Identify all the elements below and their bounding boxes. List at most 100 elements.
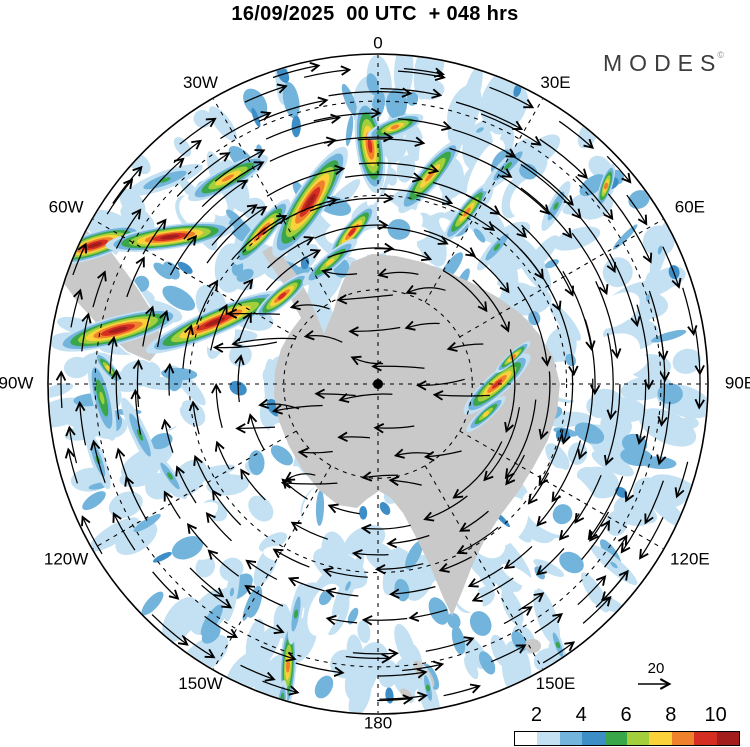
wind-arrow	[69, 451, 78, 484]
pole-dot	[373, 379, 383, 389]
colorbar-segment	[604, 732, 628, 745]
lon-label-60E: 60E	[675, 197, 705, 216]
meridian-line	[212, 465, 332, 671]
page-title: 16/09/2025 00 UTC + 048 hrs	[231, 3, 519, 25]
wind-arrow	[595, 281, 617, 356]
wind-arrow	[137, 362, 138, 407]
wind-arrow	[254, 618, 282, 631]
wind-arrow	[490, 646, 524, 663]
wind-arrow	[576, 474, 602, 521]
wind-arrow	[699, 374, 700, 406]
wind-arrow	[442, 269, 486, 309]
reference-vector: 20	[630, 661, 682, 690]
wind-arrow	[397, 118, 449, 128]
wind-arrow	[275, 406, 323, 411]
wind-arrow	[581, 523, 609, 561]
wind-arrow	[380, 272, 419, 274]
wind-arrow	[265, 118, 338, 140]
wind-arrow	[266, 169, 342, 197]
wind-arrow	[142, 309, 152, 347]
wind-arrow	[295, 662, 342, 673]
wind-arrow	[607, 193, 650, 261]
wind-arrow	[627, 425, 650, 500]
wind-arrow	[455, 101, 520, 128]
wind-arrow	[558, 120, 591, 147]
wind-arrow	[365, 475, 399, 477]
colorbar-segment	[649, 732, 672, 745]
wind-arrow	[442, 556, 472, 570]
wind-arrow	[455, 441, 503, 497]
wind-arrow	[377, 672, 425, 676]
colorbar-tick-label: 4	[575, 704, 587, 726]
wind-arrow	[443, 687, 478, 697]
wind-arrow	[231, 281, 251, 311]
map-overlay: 0 30E 60E 90E 120E 150E 180 150W 120W 90W 60W 30W	[0, 33, 750, 732]
wind-arrow	[176, 154, 228, 197]
wind-arrow	[181, 635, 213, 657]
wind-arrow	[220, 114, 268, 140]
wind-arrow	[309, 198, 391, 212]
wind-arrow	[234, 338, 296, 343]
wind-arrow	[293, 305, 330, 309]
wind-arrow	[182, 327, 191, 369]
wind-arrow	[377, 426, 415, 428]
wind-arrow	[135, 392, 142, 435]
lon-label-150W: 150W	[178, 674, 222, 693]
wind-arrow	[519, 248, 559, 309]
colorbar-ticks: 2 4 6 8 10	[514, 704, 738, 729]
wind-arrow	[141, 160, 182, 203]
wind-arrow	[261, 404, 300, 410]
wind-arrow	[571, 232, 606, 292]
wind-arrow	[218, 444, 231, 470]
wind-arrow	[465, 194, 525, 236]
wind-arrow	[341, 394, 393, 400]
wind-arrow	[604, 537, 626, 568]
wind-arrow	[392, 585, 436, 595]
wind-arrow	[301, 452, 333, 453]
latitude-circle	[188, 194, 568, 574]
wind-arrow	[216, 341, 278, 348]
wind-arrow	[242, 471, 266, 501]
wind-arrow	[313, 113, 379, 122]
wind-arrow	[459, 526, 499, 552]
wind-arrow	[358, 162, 436, 171]
wind-arrow	[534, 615, 561, 634]
colorbar-tick-label: 8	[665, 704, 677, 726]
wind-arrow	[152, 571, 177, 598]
wind-arrow	[505, 151, 571, 203]
wind-arrow	[520, 187, 570, 236]
wind-arrow	[206, 208, 265, 264]
wind-arrow	[489, 86, 532, 106]
wind-arrow	[329, 619, 358, 623]
wind-arrow	[425, 639, 472, 652]
wind-arrow	[582, 598, 609, 624]
wind-arrow	[498, 174, 548, 213]
wind-arrow	[539, 547, 565, 573]
wind-arrow	[408, 323, 440, 327]
wind-arrow	[179, 120, 214, 145]
meridian-line	[424, 97, 544, 303]
colorbar-segment	[627, 732, 650, 745]
wind-arrow	[562, 270, 592, 348]
wind-arrow	[471, 566, 504, 585]
wind-arrow	[328, 591, 359, 596]
wind-arrow	[636, 304, 649, 387]
map-outline	[47, 53, 709, 715]
wind-arrow	[449, 147, 509, 176]
wind-arrow	[165, 422, 174, 453]
wind-arrow	[462, 510, 489, 530]
wind-arrow	[408, 288, 446, 293]
wind-arrow	[326, 570, 368, 578]
meridian-line	[212, 97, 332, 303]
wind-arrow	[379, 696, 424, 700]
wind-arrow	[240, 664, 273, 679]
wind-arrow	[183, 181, 246, 240]
wind-arrow	[539, 138, 586, 176]
wind-arrow	[695, 327, 700, 372]
wind-arrow	[284, 481, 308, 500]
wind-arrow	[284, 483, 338, 484]
colorbar-segment	[694, 732, 717, 745]
tasmania	[525, 639, 541, 653]
wind-arrow	[580, 378, 594, 457]
